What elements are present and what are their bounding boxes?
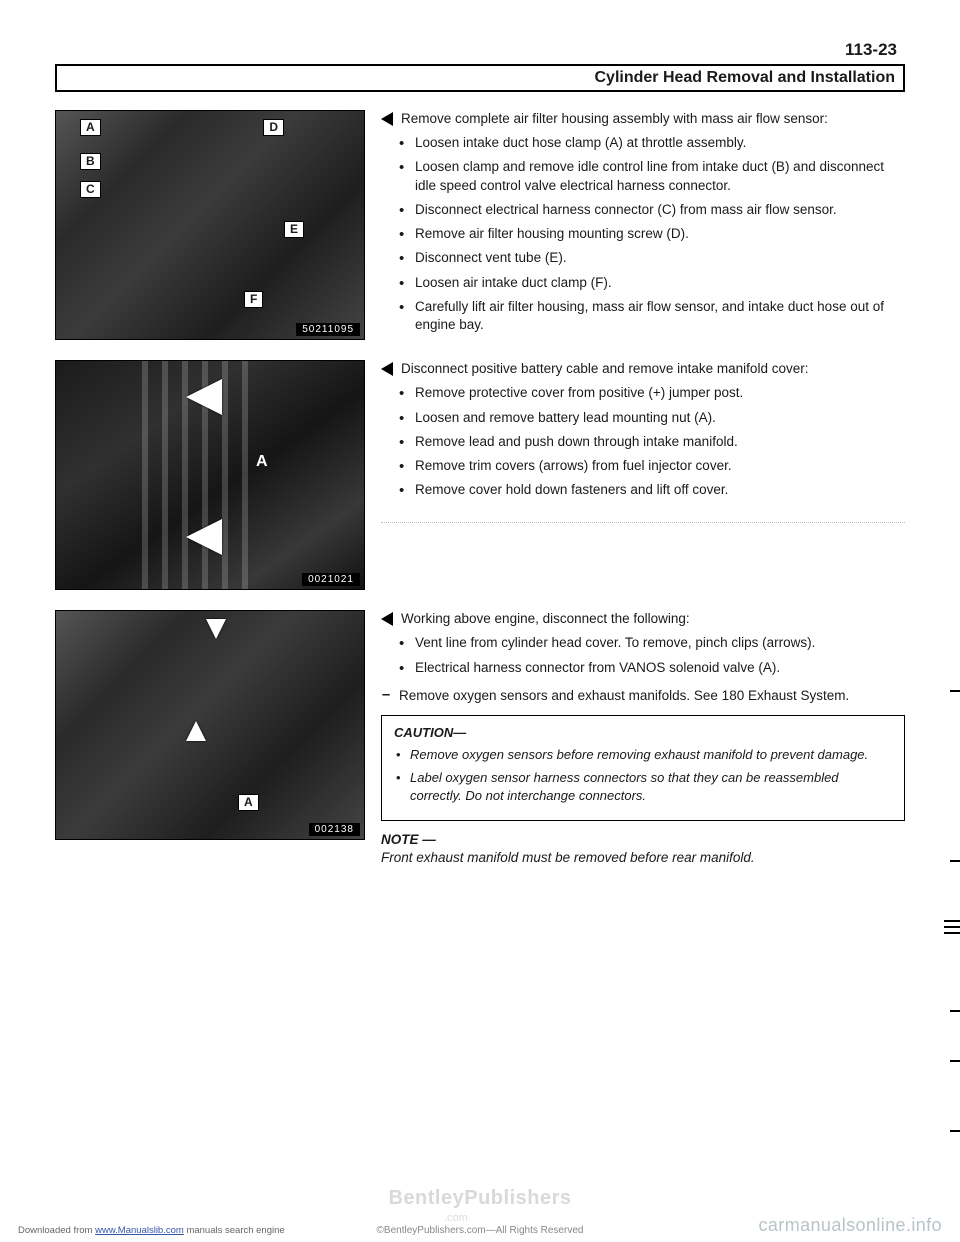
figure-1: A B C D E F 50211095 bbox=[55, 110, 365, 340]
triangle-icon bbox=[381, 612, 393, 626]
photo-label: D bbox=[263, 119, 284, 136]
photo-id: 50211095 bbox=[296, 323, 360, 336]
photo-label: F bbox=[244, 291, 263, 308]
margin-marks bbox=[942, 0, 960, 1242]
arrow-icon bbox=[186, 721, 206, 741]
section-2: A 0021021 Disconnect positive battery ca… bbox=[55, 360, 905, 590]
section-1: A B C D E F 50211095 Remove complete air… bbox=[55, 110, 905, 340]
triangle-icon bbox=[381, 362, 393, 376]
lead-text: Remove complete air filter housing assem… bbox=[401, 110, 828, 128]
photo-id: 002138 bbox=[309, 823, 360, 836]
caution-item: Remove oxygen sensors before removing ex… bbox=[396, 746, 892, 764]
photo-label: A bbox=[80, 119, 101, 136]
page-title: Cylinder Head Removal and Installation bbox=[55, 64, 905, 92]
bullet-list: Vent line from cylinder head cover. To r… bbox=[381, 634, 905, 676]
section-3: A 002138 Working above engine, disconnec… bbox=[55, 610, 905, 868]
caution-box: CAUTION— Remove oxygen sensors before re… bbox=[381, 715, 905, 821]
photo-id: 0021021 bbox=[302, 573, 360, 586]
list-item: Remove air filter housing mounting screw… bbox=[403, 225, 905, 243]
photo-label: E bbox=[284, 221, 304, 238]
triangle-icon bbox=[381, 112, 393, 126]
section-2-text: Disconnect positive battery cable and re… bbox=[381, 360, 905, 590]
section-3-text: Working above engine, disconnect the fol… bbox=[381, 610, 905, 868]
section-1-text: Remove complete air filter housing assem… bbox=[381, 110, 905, 340]
figure-3: A 002138 bbox=[55, 610, 365, 868]
list-item: Loosen and remove battery lead mounting … bbox=[403, 409, 905, 427]
figure-2: A 0021021 bbox=[55, 360, 365, 590]
photo-label: A bbox=[256, 453, 268, 471]
arrow-icon bbox=[206, 619, 226, 639]
page-number: 113-23 bbox=[55, 40, 905, 60]
manual-page: 113-23 Cylinder Head Removal and Install… bbox=[0, 0, 960, 1242]
photo-label: A bbox=[238, 794, 259, 811]
list-item: Remove lead and push down through intake… bbox=[403, 433, 905, 451]
caution-item: Label oxygen sensor harness connectors s… bbox=[396, 769, 892, 804]
watermark: BentleyPublishers bbox=[388, 1187, 571, 1210]
list-item: Disconnect electrical harness connector … bbox=[403, 201, 905, 219]
list-item: Disconnect vent tube (E). bbox=[403, 249, 905, 267]
note-title: NOTE — bbox=[381, 831, 905, 849]
arrow-icon bbox=[186, 379, 222, 415]
list-item: Vent line from cylinder head cover. To r… bbox=[403, 634, 905, 652]
list-item: Remove cover hold down fasteners and lif… bbox=[403, 481, 905, 499]
caution-title: CAUTION— bbox=[394, 724, 892, 742]
list-item: Loosen intake duct hose clamp (A) at thr… bbox=[403, 134, 905, 152]
watermark-sub: .com bbox=[444, 1212, 468, 1224]
lead-text: Disconnect positive battery cable and re… bbox=[401, 360, 808, 378]
list-item: Remove trim covers (arrows) from fuel in… bbox=[403, 457, 905, 475]
list-item: Loosen clamp and remove idle control lin… bbox=[403, 158, 905, 194]
list-item: Remove protective cover from positive (+… bbox=[403, 384, 905, 402]
divider bbox=[381, 522, 905, 523]
footer-right: carmanualsonline.info bbox=[758, 1215, 942, 1236]
dash-icon: – bbox=[381, 687, 391, 704]
note-body: Front exhaust manifold must be removed b… bbox=[381, 849, 905, 867]
photo-label: C bbox=[80, 181, 101, 198]
lead-text: Working above engine, disconnect the fol… bbox=[401, 610, 690, 628]
arrow-icon bbox=[186, 519, 222, 555]
bullet-list: Remove protective cover from positive (+… bbox=[381, 384, 905, 499]
list-item: Electrical harness connector from VANOS … bbox=[403, 659, 905, 677]
list-item: Loosen air intake duct clamp (F). bbox=[403, 274, 905, 292]
photo-label: B bbox=[80, 153, 101, 170]
list-item: Carefully lift air filter housing, mass … bbox=[403, 298, 905, 334]
bullet-list: Loosen intake duct hose clamp (A) at thr… bbox=[381, 134, 905, 334]
dash-text: Remove oxygen sensors and exhaust manifo… bbox=[399, 687, 849, 705]
